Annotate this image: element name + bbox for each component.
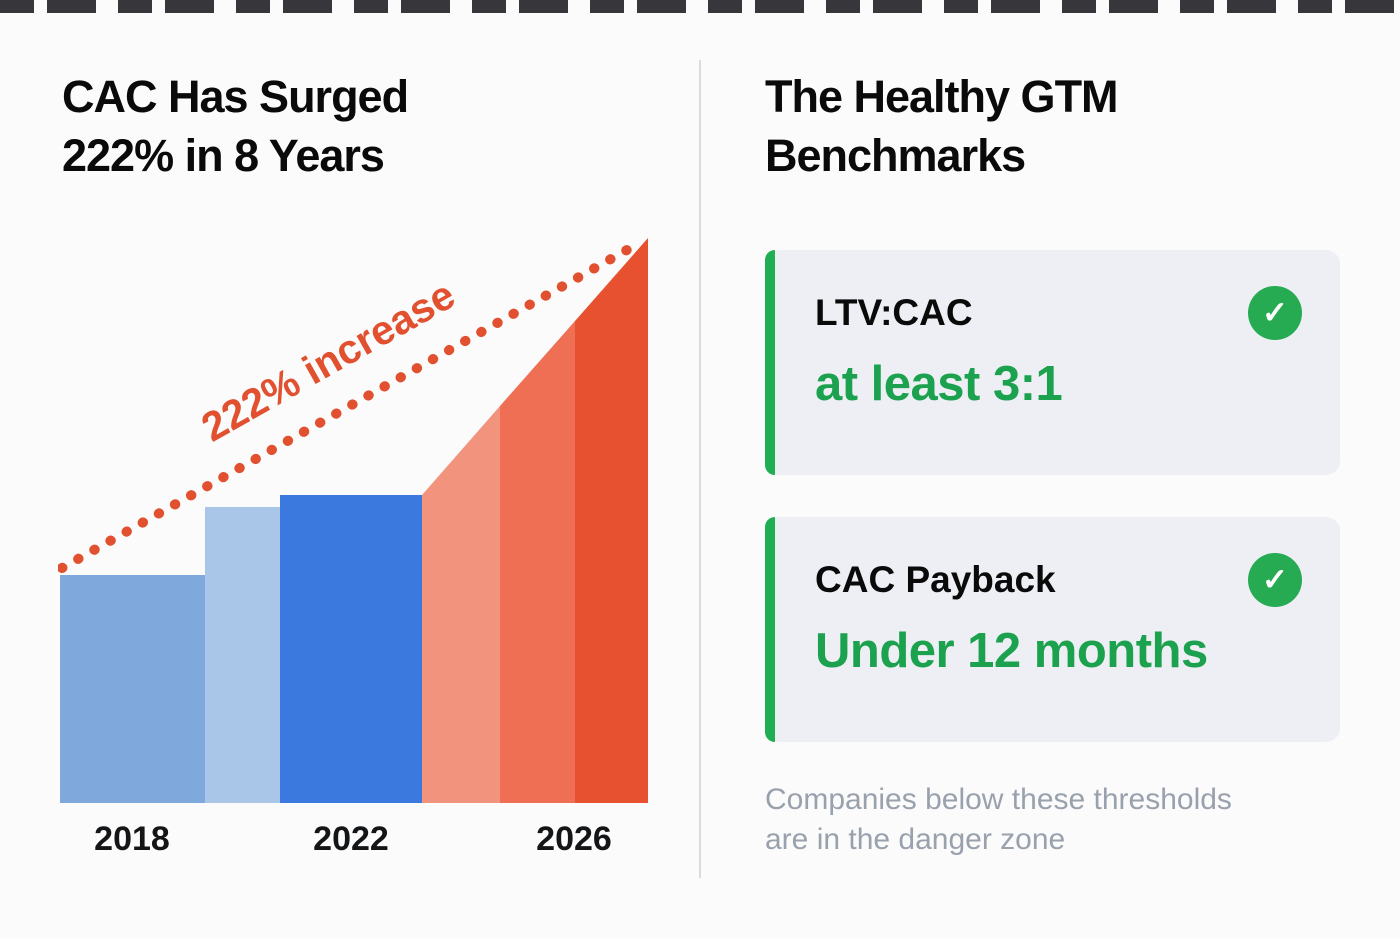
cac-bar-chart: 222% increase [58, 236, 650, 808]
chart-bar-2018 [60, 575, 205, 803]
metric-label: CAC Payback [815, 559, 1056, 600]
x-axis-label-2022: 2022 [313, 820, 389, 858]
benchmark-card-cac-payback: CAC Payback ✓ Under 12 months [765, 517, 1340, 742]
cac-chart-title-line2: 222% in 8 Years [62, 129, 385, 181]
trend-line-dotted [58, 241, 639, 573]
check-glyph: ✓ [1262, 562, 1288, 597]
benchmarks-title-line2: Benchmarks [765, 129, 1026, 181]
chart-bar-segment-1 [205, 507, 280, 803]
chart-bar-2026 [575, 238, 648, 803]
danger-zone-note: Companies below these thresholds are in … [765, 780, 1232, 860]
danger-zone-note-line1: Companies below these thresholds [765, 783, 1232, 816]
card-accent-bar [765, 517, 775, 742]
benchmarks-title-line1: The Healthy GTM [765, 71, 1119, 122]
danger-zone-note-line2: are in the danger zone [765, 823, 1066, 857]
cac-chart-title-line1: CAC Has Surged [62, 71, 409, 122]
x-axis-label-2026: 2026 [536, 820, 612, 858]
chart-bar-segment-3 [422, 406, 500, 803]
cac-bar-chart-svg: 222% increase [58, 238, 648, 803]
card-accent-bar [765, 250, 775, 475]
top-crop-strip [0, 0, 1400, 13]
x-axis-label-2018: 2018 [94, 820, 170, 858]
panel-divider [699, 60, 701, 878]
chart-bar-segment-4 [500, 321, 575, 803]
check-circle-icon: ✓ [1248, 286, 1302, 340]
cac-chart-title: CAC Has Surged 222% in 8 Years [62, 68, 409, 185]
metric-label: LTV:CAC [815, 292, 973, 333]
check-circle-icon: ✓ [1248, 553, 1302, 607]
metric-value: at least 3:1 [815, 357, 1063, 411]
metric-value: Under 12 months [815, 624, 1208, 678]
chart-bar-2022 [280, 495, 422, 803]
check-glyph: ✓ [1262, 295, 1288, 330]
benchmark-card-ltv-cac: LTV:CAC ✓ at least 3:1 [765, 250, 1340, 475]
trend-annotation: 222% increase [194, 271, 463, 450]
benchmarks-title: The Healthy GTM Benchmarks [765, 68, 1119, 185]
